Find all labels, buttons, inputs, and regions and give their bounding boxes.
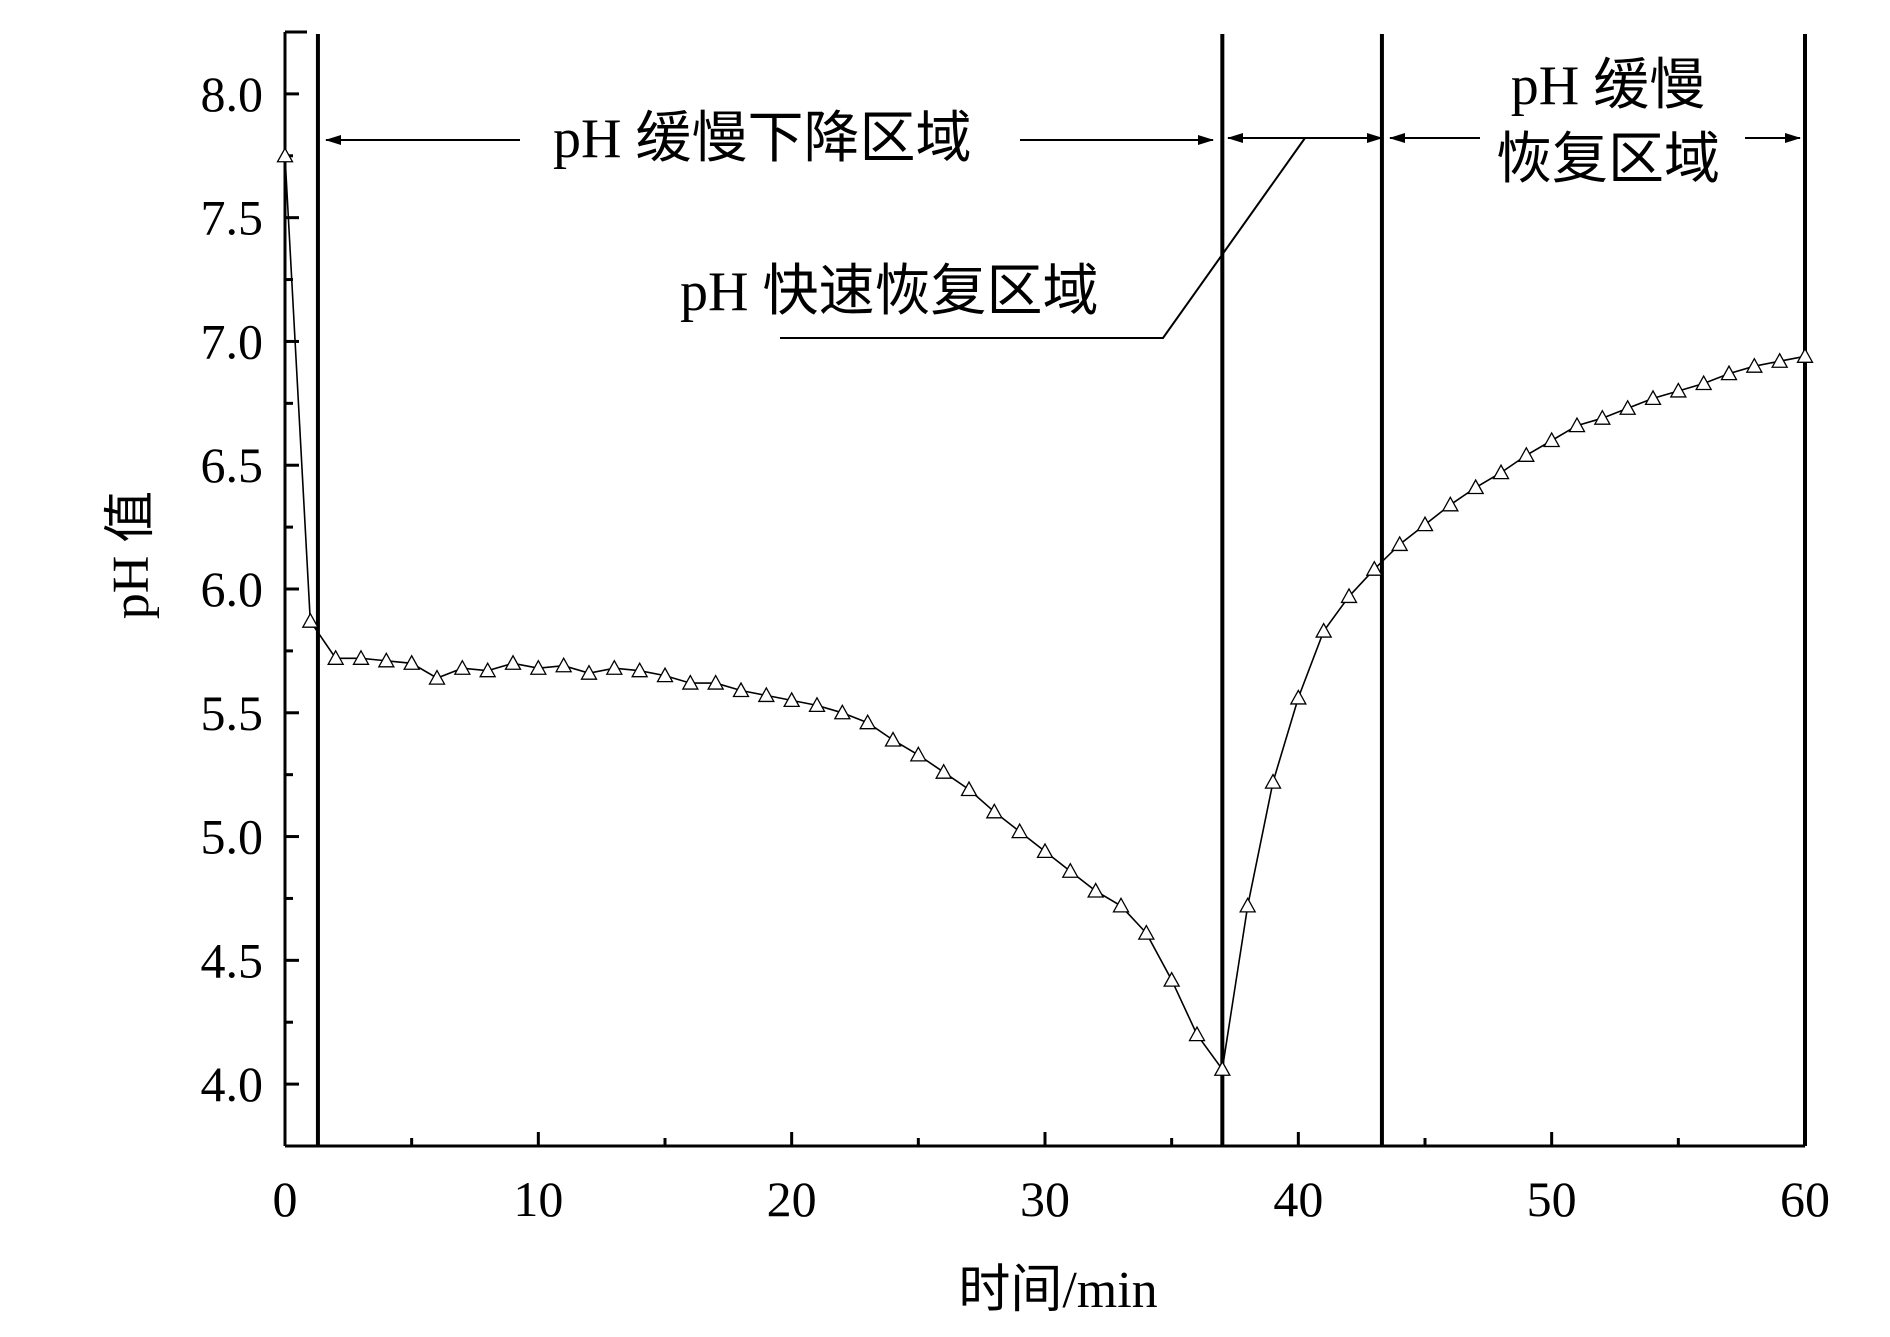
data-point-marker	[605, 659, 623, 675]
data-point-marker	[960, 780, 978, 797]
data-point-marker	[1771, 352, 1789, 368]
data-point-marker	[529, 659, 547, 675]
data-point-marker	[1213, 1060, 1231, 1076]
data-point-marker	[555, 656, 573, 673]
y-axis-title: pH 值	[103, 491, 160, 620]
slow-recovery-region-label-line2: 恢复区域	[1496, 129, 1720, 191]
x-axis-title: 时间/min	[958, 1262, 1157, 1319]
x-tick-label: 0	[273, 1171, 298, 1227]
data-point-marker	[403, 654, 421, 670]
data-point-marker	[1517, 446, 1535, 462]
data-point-marker	[1467, 478, 1485, 495]
data-point-marker	[1441, 495, 1459, 512]
data-point-marker	[681, 674, 699, 690]
data-point-marker	[1695, 374, 1713, 391]
data-point-marker	[833, 703, 851, 720]
data-point-marker	[580, 664, 598, 680]
data-point-marker	[1720, 364, 1738, 381]
data-point-marker	[1188, 1025, 1206, 1042]
data-point-marker	[732, 681, 750, 698]
x-tick-label: 20	[767, 1171, 817, 1227]
fast-recovery-leader-line	[780, 137, 1306, 339]
data-point-marker	[985, 802, 1003, 819]
data-point-marker	[1163, 971, 1181, 987]
data-point-marker	[1239, 897, 1257, 913]
y-tick-label: 6.5	[201, 437, 264, 493]
x-tick-label: 50	[1527, 1171, 1577, 1227]
data-point-marker	[504, 654, 522, 670]
data-point-marker	[1061, 862, 1079, 878]
y-tick-label: 6.0	[201, 561, 264, 617]
y-tick-label: 7.5	[201, 190, 264, 246]
y-tick-label: 4.0	[201, 1056, 264, 1112]
data-point-marker	[1340, 587, 1358, 604]
data-point-marker	[453, 659, 471, 675]
data-point-marker	[276, 146, 294, 163]
data-point-marker	[1543, 431, 1561, 448]
annotations: pH 缓慢下降区域 pH 快速恢复区域 pH 缓慢 恢复区域	[325, 55, 1801, 339]
data-point-marker	[1087, 882, 1105, 898]
data-point-marker	[1112, 897, 1130, 913]
data-point-marker	[352, 649, 370, 665]
region-lines	[315, 34, 1807, 1146]
x-tick-label: 30	[1020, 1171, 1070, 1227]
fast-recovery-region-label: pH 快速恢复区域	[680, 261, 1098, 323]
y-tick-label: 5.0	[201, 809, 264, 865]
data-point-marker	[1568, 416, 1586, 433]
data-point-marker	[428, 669, 446, 685]
data-point-marker	[1644, 389, 1662, 406]
data-point-marker	[327, 649, 345, 665]
data-point-marker	[1264, 773, 1282, 789]
data-point-marker	[1745, 357, 1763, 373]
data-point-marker	[377, 651, 395, 668]
data-point-marker	[707, 674, 725, 690]
y-tick-label: 8.0	[201, 66, 264, 122]
y-tick-label: 5.5	[201, 685, 264, 741]
data-point-marker	[808, 696, 826, 713]
data-point-marker	[1796, 347, 1814, 363]
data-point-marker	[1137, 924, 1155, 940]
data-point-marker	[1289, 689, 1307, 705]
data-point-marker	[301, 612, 319, 628]
data-point-marker	[1593, 409, 1611, 425]
series	[276, 146, 1814, 1076]
data-point-marker	[783, 691, 801, 708]
data-point-marker	[1416, 515, 1434, 532]
slow-recovery-region-label-line1: pH 缓慢	[1511, 55, 1705, 117]
data-point-marker	[1315, 622, 1333, 638]
data-point-marker	[479, 661, 497, 678]
data-point-marker	[859, 713, 877, 730]
data-point-marker	[1669, 382, 1687, 398]
data-point-marker	[884, 731, 902, 747]
slow-decline-region-label: pH 缓慢下降区域	[553, 108, 971, 170]
data-point-marker	[1492, 463, 1510, 480]
data-point-marker	[1011, 822, 1029, 839]
y-tick-label: 7.0	[201, 313, 264, 369]
x-tick-label: 10	[513, 1171, 563, 1227]
data-point-marker	[1619, 399, 1637, 415]
data-point-marker	[935, 763, 953, 779]
x-tick-label: 60	[1780, 1171, 1830, 1227]
y-tick-label: 4.5	[201, 932, 264, 988]
x-tick-label: 40	[1273, 1171, 1323, 1227]
data-point-marker	[631, 661, 649, 678]
data-point-marker	[1365, 560, 1383, 576]
data-point-marker	[1036, 842, 1054, 859]
axes: 0 10 20 30 40 50 60 4.0 4.5 5.0 5.5 6.0 6.5 7.0 7.5 8.0	[201, 30, 1830, 1227]
data-point-marker	[909, 746, 927, 762]
data-point-marker	[1391, 535, 1409, 552]
data-point-marker	[757, 686, 775, 703]
data-point-marker	[656, 666, 674, 683]
